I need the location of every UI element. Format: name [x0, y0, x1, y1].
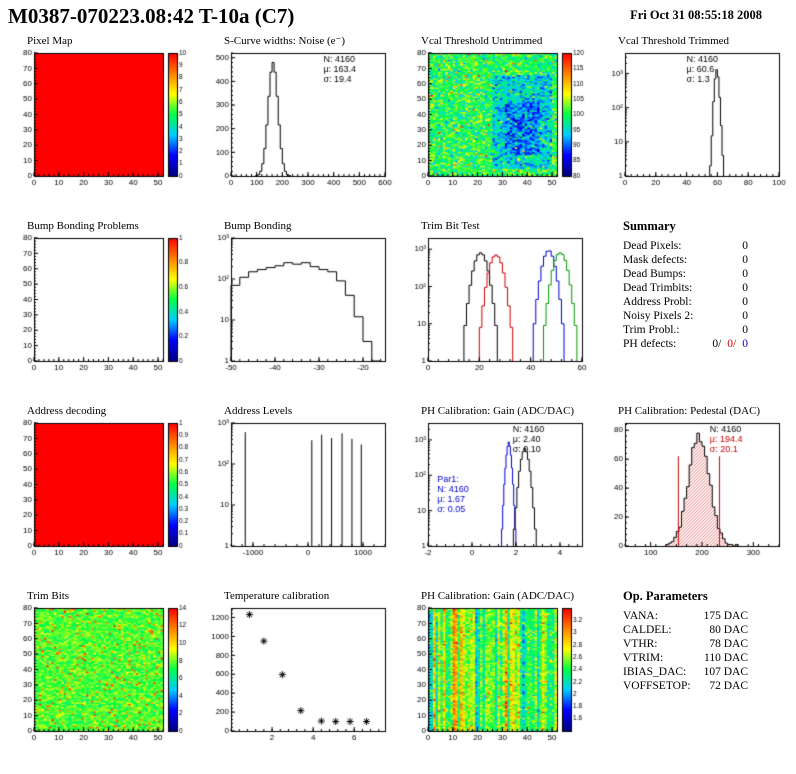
op-parameter-value: 72 DAC — [709, 680, 748, 692]
panel-trim-bits: Trim Bits — [5, 589, 202, 774]
chart-title: Trim Bits — [27, 590, 70, 602]
chart-title: Pixel Map — [27, 35, 73, 47]
op-parameter-label: VOFFSETOP: — [623, 680, 691, 692]
panel-ph-pedestal: PH Calibration: Pedestal (DAC) — [596, 404, 793, 589]
op-parameter-row: VANA: 175 DAC — [623, 610, 748, 623]
summary-value: 0 — [742, 310, 748, 322]
op-parameter-row: VTHR: 78 DAC — [623, 638, 748, 651]
chart-title: Bump Bonding — [224, 220, 292, 232]
panel-summary: Summary Dead Pixels: 0 Mask defects: 0 Dea… — [596, 219, 793, 404]
scurve-noise-histogram — [202, 48, 394, 193]
summary-row: Dead Trimbits: 0 — [623, 282, 748, 295]
summary-row: Address Probl: 0 — [623, 296, 748, 309]
summary-label: Dead Pixels: — [623, 240, 682, 252]
op-parameter-row: VTRIM: 110 DAC — [623, 652, 748, 665]
summary-label: Dead Trimbits: — [623, 282, 693, 294]
ph-defects-black: 0/ — [712, 338, 722, 350]
panel-ph-gain-histogram: PH Calibration: Gain (ADC/DAC) — [399, 404, 596, 589]
chart-title: Address Levels — [224, 405, 293, 417]
summary-value: 0 — [742, 282, 748, 294]
bump-bonding-problems-map — [5, 233, 197, 378]
chart-title: Address decoding — [27, 405, 107, 417]
pixel-map-heatmap — [5, 48, 197, 193]
chart-title: Trim Bit Test — [421, 220, 480, 232]
report-header: M0387-070223.08:42 T-10a (C7) Fri Oct 31… — [0, 0, 796, 34]
op-parameter-label: IBIAS_DAC: — [623, 666, 687, 678]
panel-address-levels: Address Levels — [202, 404, 399, 589]
summary-row: Mask defects: 0 — [623, 254, 748, 267]
panel-pixel-map: Pixel Map — [5, 34, 202, 219]
summary-value: 0 — [742, 254, 748, 266]
summary-row: Noisy Pixels 2: 0 — [623, 310, 748, 323]
bump-bonding-histogram — [202, 233, 394, 378]
op-parameter-value: 110 DAC — [704, 652, 748, 664]
panel-scurve-noise: S-Curve widths: Noise (e⁻) — [202, 34, 399, 219]
op-parameter-value: 175 DAC — [703, 610, 748, 622]
chart-title: PH Calibration: Gain (ADC/DAC) — [421, 590, 575, 602]
summary-row: Dead Pixels: 0 — [623, 240, 748, 253]
trim-bit-test-histogram — [399, 233, 591, 378]
summary-row: Trim Probl.: 0 — [623, 324, 748, 337]
panel-op-parameters: Op. Parameters VANA: 175 DAC CALDEL: 80 DA… — [596, 589, 793, 774]
op-parameter-row: CALDEL: 80 DAC — [623, 624, 748, 637]
chart-title: PH Calibration: Pedestal (DAC) — [618, 405, 761, 417]
temperature-calibration-scatter — [202, 603, 394, 748]
panel-vcal-threshold-untrimmed: Vcal Threshold Untrimmed — [399, 34, 596, 219]
ph-gain-heatmap — [399, 603, 591, 748]
summary-value: 0 — [742, 240, 748, 252]
trim-bits-heatmap — [5, 603, 197, 748]
panel-address-decoding: Address decoding — [5, 404, 202, 589]
address-decoding-heatmap — [5, 418, 197, 563]
chart-title: Vcal Threshold Trimmed — [618, 35, 730, 47]
vcal-threshold-untrimmed-heatmap — [399, 48, 591, 193]
chart-title: Temperature calibration — [224, 590, 330, 602]
op-parameter-value: 78 DAC — [709, 638, 748, 650]
summary-value: 0 — [742, 324, 748, 336]
plots-grid: Pixel Map S-Curve widths: Noise (e⁻) Vca… — [0, 34, 796, 774]
summary-value: 0 — [742, 268, 748, 280]
panel-bump-bonding: Bump Bonding — [202, 219, 399, 404]
chart-title: Bump Bonding Problems — [27, 220, 139, 232]
summary-title: Summary — [623, 219, 676, 233]
op-parameter-value: 80 DAC — [709, 624, 748, 636]
summary-label: Trim Probl.: — [623, 324, 680, 336]
summary-label: Address Probl: — [623, 296, 692, 308]
summary-row: Dead Bumps: 0 — [623, 268, 748, 281]
op-parameter-label: VANA: — [623, 610, 658, 622]
summary-row-ph-defects: PH defects: 0/0/0 — [623, 338, 748, 351]
ph-pedestal-histogram — [596, 418, 788, 563]
panel-temperature-calibration: Temperature calibration — [202, 589, 399, 774]
summary-label: Noisy Pixels 2: — [623, 310, 694, 322]
ph-defects-values: 0/0/0 — [712, 338, 748, 351]
op-parameter-label: VTHR: — [623, 638, 658, 650]
panel-vcal-threshold-trimmed: Vcal Threshold Trimmed — [596, 34, 793, 219]
summary-value: 0 — [742, 296, 748, 308]
panel-ph-gain-map: PH Calibration: Gain (ADC/DAC) — [399, 589, 596, 774]
op-parameter-label: CALDEL: — [623, 624, 672, 636]
chart-title: PH Calibration: Gain (ADC/DAC) — [421, 405, 575, 417]
vcal-threshold-trimmed-histogram — [596, 48, 788, 193]
op-parameter-value: 107 DAC — [703, 666, 748, 678]
page-title: M0387-070223.08:42 T-10a (C7) — [8, 4, 295, 28]
panel-bump-bonding-problems: Bump Bonding Problems — [5, 219, 202, 404]
chart-title: Vcal Threshold Untrimmed — [421, 35, 543, 47]
summary-label: Dead Bumps: — [623, 268, 686, 280]
chart-title: S-Curve widths: Noise (e⁻) — [224, 35, 345, 47]
op-parameter-row: IBIAS_DAC: 107 DAC — [623, 666, 748, 679]
summary-label: PH defects: — [623, 338, 677, 350]
report-timestamp: Fri Oct 31 08:55:18 2008 — [630, 8, 762, 22]
op-parameter-row: VOFFSETOP: 72 DAC — [623, 680, 748, 693]
address-levels-histogram — [202, 418, 394, 563]
op-parameters-title: Op. Parameters — [623, 589, 708, 603]
summary-label: Mask defects: — [623, 254, 688, 266]
ph-gain-histogram — [399, 418, 591, 563]
ph-defects-red: 0/ — [727, 338, 737, 350]
panel-trim-bit-test: Trim Bit Test — [399, 219, 596, 404]
op-parameter-label: VTRIM: — [623, 652, 664, 664]
ph-defects-blue: 0 — [742, 338, 748, 350]
